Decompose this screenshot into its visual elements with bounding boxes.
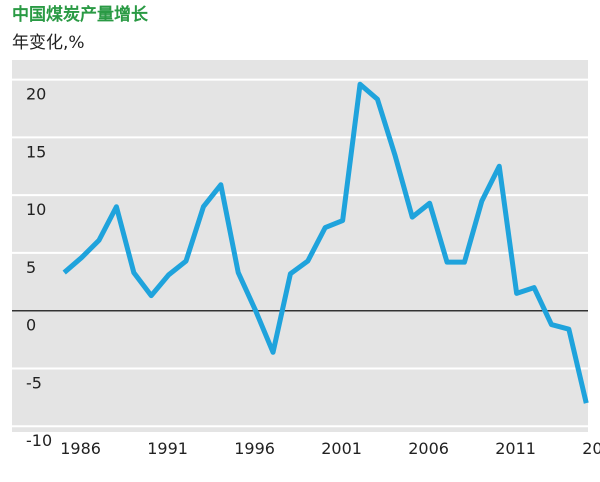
x-tick-label: 2006 xyxy=(408,439,449,458)
x-tick-label: 2011 xyxy=(495,439,536,458)
y-tick-label: 15 xyxy=(26,142,46,161)
plot-background xyxy=(12,60,588,432)
y-tick-label: 20 xyxy=(26,85,46,104)
chart-subtitle: 年变化,% xyxy=(12,33,85,53)
y-tick-label: 0 xyxy=(26,316,36,335)
y-tick-label: -10 xyxy=(26,431,52,450)
x-tick-label: 2001 xyxy=(321,439,362,458)
x-tick-label: 1996 xyxy=(234,439,275,458)
x-tick-label: 2016 xyxy=(582,439,600,458)
y-tick-label: 5 xyxy=(26,258,36,277)
y-tick-label: 10 xyxy=(26,200,46,219)
x-tick-label: 1991 xyxy=(147,439,188,458)
chart-title: 中国煤炭产量增长 xyxy=(12,4,149,25)
y-tick-label: -5 xyxy=(26,373,42,392)
x-tick-label: 1986 xyxy=(60,439,101,458)
data-line xyxy=(62,81,589,404)
